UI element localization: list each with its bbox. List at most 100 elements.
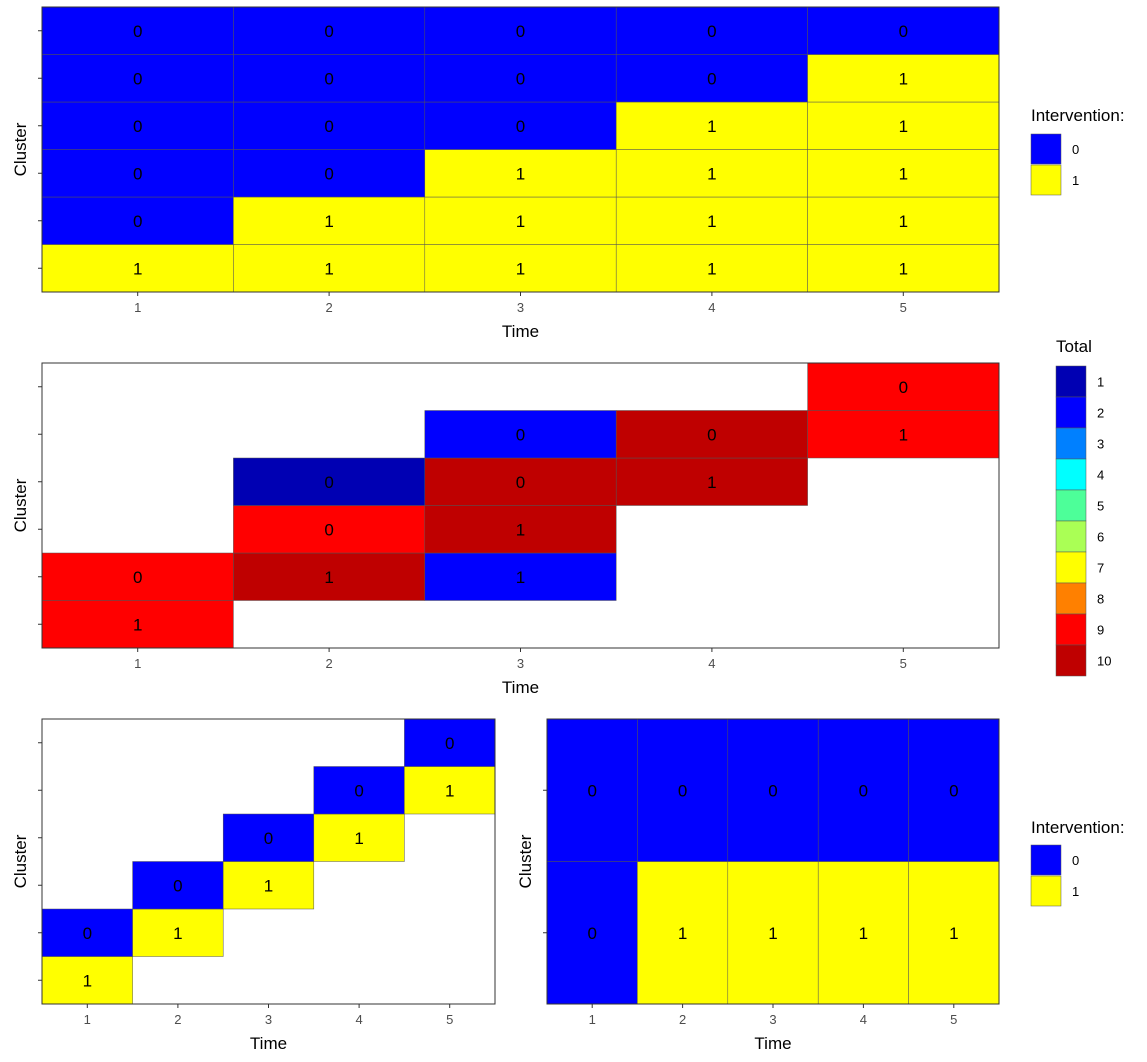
x-tick-label: 2 bbox=[325, 300, 332, 315]
legend-title: Intervention: bbox=[1031, 106, 1125, 125]
cell-label: 1 bbox=[707, 164, 716, 183]
heatmap-cell bbox=[424, 149, 617, 198]
panel-2: 1 0 1 1 0 1 0 0 1 0 0 1 0 1 2 3 4 5 Time Cluster bbox=[11, 362, 1000, 697]
heatmap-cell bbox=[424, 505, 617, 554]
cell-label: 1 bbox=[516, 520, 525, 539]
heatmap-cell bbox=[807, 196, 1000, 245]
cell-label: 0 bbox=[264, 829, 273, 848]
heatmap-cell bbox=[233, 505, 426, 554]
legend-key bbox=[1055, 551, 1087, 584]
legend-intervention: Intervention: 0 1 bbox=[1030, 818, 1125, 907]
heatmap-cell bbox=[222, 813, 315, 862]
x-tick-label: 2 bbox=[325, 656, 332, 671]
heatmap-cell bbox=[233, 457, 426, 506]
cell-label: 1 bbox=[707, 117, 716, 136]
heatmap-cell bbox=[615, 54, 808, 103]
y-axis-title: Cluster bbox=[516, 834, 535, 888]
cell-label: 0 bbox=[516, 69, 525, 88]
heatmap-cell bbox=[233, 54, 426, 103]
heatmap-cell bbox=[908, 718, 1000, 862]
heatmap-cell bbox=[615, 101, 808, 150]
heatmap-cell bbox=[807, 149, 1000, 198]
cell-label: 0 bbox=[133, 164, 142, 183]
heatmap-cell bbox=[424, 552, 617, 601]
heatmap-cell bbox=[615, 6, 808, 55]
legend-label: 3 bbox=[1097, 437, 1104, 452]
legend-label: 6 bbox=[1097, 530, 1104, 545]
cell-label: 0 bbox=[516, 22, 525, 41]
cell-label: 0 bbox=[899, 378, 908, 397]
legend-key bbox=[1055, 365, 1087, 398]
cell-label: 1 bbox=[516, 568, 525, 587]
heatmap-cell bbox=[424, 54, 617, 103]
legend-key bbox=[1055, 520, 1087, 553]
legend-key bbox=[1030, 133, 1062, 165]
legend-label: 9 bbox=[1097, 623, 1104, 638]
heatmap-cell bbox=[233, 196, 426, 245]
panel-1: 1 1 1 1 1 0 1 1 1 1 0 0 1 1 1 0 0 0 1 1 0 0 0 0 1 0 0 0 0 0 1 2 3 4 5 Time C… bbox=[11, 6, 1000, 341]
x-tick-label: 3 bbox=[265, 1012, 272, 1027]
cell-label: 0 bbox=[133, 69, 142, 88]
cell-label: 0 bbox=[768, 781, 777, 800]
heatmap-cell bbox=[424, 410, 617, 459]
heatmap-cell bbox=[615, 149, 808, 198]
x-tick-label: 4 bbox=[860, 1012, 867, 1027]
heatmap-cell bbox=[233, 149, 426, 198]
cell-label: 1 bbox=[899, 259, 908, 278]
x-tick-label: 1 bbox=[134, 300, 141, 315]
cell-label: 1 bbox=[859, 924, 868, 943]
legend-label: 5 bbox=[1097, 499, 1104, 514]
cell-label: 0 bbox=[516, 473, 525, 492]
heatmap-cell bbox=[41, 244, 234, 293]
cell-label: 1 bbox=[768, 924, 777, 943]
cell-label: 1 bbox=[707, 473, 716, 492]
heatmap-cell bbox=[41, 6, 234, 55]
cell-label: 1 bbox=[83, 971, 92, 990]
x-axis-title: Time bbox=[250, 1034, 287, 1053]
legend-key bbox=[1055, 396, 1087, 429]
legend-label: 4 bbox=[1097, 468, 1104, 483]
heatmap-cell bbox=[41, 149, 234, 198]
legend-title: Intervention: bbox=[1031, 818, 1125, 837]
legend-label: 1 bbox=[1072, 884, 1079, 899]
heatmap-cell bbox=[546, 718, 638, 862]
cell-label: 0 bbox=[324, 117, 333, 136]
legend-total: Total 1 2 3 4 5 6 7 8 9 10 bbox=[1055, 337, 1111, 677]
x-axis-title: Time bbox=[502, 322, 539, 341]
cell-label: 0 bbox=[324, 69, 333, 88]
y-axis-title: Cluster bbox=[11, 478, 30, 532]
x-tick-label: 5 bbox=[900, 656, 907, 671]
heatmap-cell bbox=[41, 552, 234, 601]
panel-3: 1 0 1 0 1 0 1 0 1 0 1 2 3 4 5 Time Cluster bbox=[11, 718, 496, 1053]
x-tick-label: 1 bbox=[134, 656, 141, 671]
cell-label: 0 bbox=[707, 69, 716, 88]
cell-label: 1 bbox=[707, 259, 716, 278]
cell-label: 1 bbox=[264, 876, 273, 895]
cell-label: 0 bbox=[354, 781, 363, 800]
cell-label: 1 bbox=[707, 212, 716, 231]
heatmap-cell bbox=[132, 908, 224, 957]
legend-label: 10 bbox=[1097, 654, 1111, 669]
cell-label: 1 bbox=[133, 615, 142, 634]
heatmap-cell bbox=[424, 101, 617, 150]
cell-label: 0 bbox=[707, 22, 716, 41]
legend-key bbox=[1030, 875, 1062, 907]
legend-label: 0 bbox=[1072, 853, 1079, 868]
x-tick-label: 5 bbox=[950, 1012, 957, 1027]
cell-label: 0 bbox=[587, 781, 596, 800]
heatmap-cell bbox=[727, 718, 819, 862]
heatmap-cell bbox=[404, 718, 496, 767]
legend-label: 7 bbox=[1097, 561, 1104, 576]
cell-label: 1 bbox=[324, 212, 333, 231]
heatmap-cell bbox=[424, 196, 617, 245]
legend-label: 1 bbox=[1097, 375, 1104, 390]
heatmap-cell bbox=[807, 54, 1000, 103]
cell-label: 0 bbox=[83, 924, 92, 943]
cell-label: 1 bbox=[324, 259, 333, 278]
cell-label: 0 bbox=[324, 473, 333, 492]
cell-label: 0 bbox=[899, 22, 908, 41]
legend-label: 0 bbox=[1072, 142, 1079, 157]
heatmap-cell bbox=[615, 410, 808, 459]
cell-label: 0 bbox=[133, 212, 142, 231]
